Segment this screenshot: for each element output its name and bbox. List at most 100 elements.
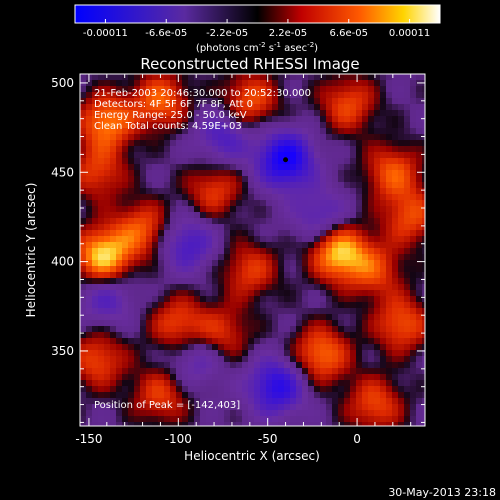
heatmap-cell [176, 260, 183, 267]
heatmap-cell [404, 350, 411, 357]
heatmap-cell [410, 362, 417, 369]
heatmap-cell [122, 116, 129, 123]
heatmap-cell [290, 182, 297, 189]
heatmap-cell [332, 410, 339, 417]
heatmap-cell [212, 128, 219, 135]
heatmap-cell [128, 392, 135, 399]
heatmap-cell [422, 332, 425, 339]
heatmap-cell [266, 116, 273, 123]
heatmap-cell [128, 152, 135, 159]
heatmap-cell [374, 350, 381, 357]
heatmap-cell [188, 92, 195, 99]
heatmap-cell [164, 356, 171, 363]
heatmap-cell [104, 254, 111, 261]
heatmap-cell [380, 188, 387, 195]
heatmap-cell [332, 326, 339, 333]
heatmap-cell [266, 260, 273, 267]
heatmap-cell [242, 212, 249, 219]
heatmap-cell [128, 278, 135, 285]
heatmap-cell [134, 272, 141, 279]
heatmap-cell [344, 362, 351, 369]
heatmap-cell [98, 362, 105, 369]
heatmap-cell [254, 92, 261, 99]
heatmap-cell [332, 182, 339, 189]
heatmap-cell [182, 224, 189, 231]
heatmap-cell [374, 182, 381, 189]
heatmap-cell [260, 344, 267, 351]
heatmap-cell [386, 170, 393, 177]
heatmap-cell [176, 392, 183, 399]
heatmap-cell [386, 338, 393, 345]
heatmap-cell [80, 302, 87, 309]
heatmap-cell [320, 152, 327, 159]
heatmap-cell [92, 338, 99, 345]
heatmap-cell [296, 302, 303, 309]
heatmap-cell [230, 110, 237, 117]
heatmap-cell [170, 134, 177, 141]
heatmap-cell [320, 386, 327, 393]
heatmap-cell [416, 296, 423, 303]
heatmap-cell [134, 206, 141, 213]
heatmap-cell [164, 128, 171, 135]
heatmap-cell [266, 410, 273, 417]
heatmap-cell [260, 200, 267, 207]
heatmap-cell [392, 128, 399, 135]
heatmap-cell [356, 278, 363, 285]
heatmap-image [80, 74, 425, 426]
heatmap-cell [308, 176, 315, 183]
heatmap-cell [218, 236, 225, 243]
heatmap-cell [218, 230, 225, 237]
heatmap-cell [350, 320, 357, 327]
heatmap-cell [290, 416, 297, 423]
heatmap-cell [128, 218, 135, 225]
heatmap-cell [278, 218, 285, 225]
heatmap-cell [338, 392, 345, 399]
heatmap-cell [410, 158, 417, 165]
heatmap-cell [212, 410, 219, 417]
heatmap-cell [314, 134, 321, 141]
heatmap-cell [410, 176, 417, 183]
heatmap-cell [164, 404, 171, 411]
heatmap-cell [230, 134, 237, 141]
heatmap-cell [290, 188, 297, 195]
heatmap-cell [152, 86, 159, 93]
heatmap-cell [212, 374, 219, 381]
heatmap-cell [224, 86, 231, 93]
heatmap-cell [206, 140, 213, 147]
heatmap-cell [116, 302, 123, 309]
heatmap-cell [344, 416, 351, 423]
heatmap-cell [242, 284, 249, 291]
heatmap-cell [422, 290, 425, 297]
heatmap-cell [278, 146, 285, 153]
heatmap-cell [380, 152, 387, 159]
heatmap-cell [338, 422, 345, 426]
heatmap-cell [146, 74, 153, 81]
heatmap-cell [164, 212, 171, 219]
heatmap-cell [176, 182, 183, 189]
heatmap-cell [344, 158, 351, 165]
heatmap-cell [140, 398, 147, 405]
heatmap-cell [422, 416, 425, 423]
heatmap-cell [200, 110, 207, 117]
heatmap-cell [398, 416, 405, 423]
heatmap-cell [392, 368, 399, 375]
heatmap-cell [98, 272, 105, 279]
heatmap-cell [338, 410, 345, 417]
heatmap-cell [146, 272, 153, 279]
heatmap-cell [368, 338, 375, 345]
heatmap-cell [212, 164, 219, 171]
heatmap-cell [182, 74, 189, 81]
heatmap-cell [212, 224, 219, 231]
heatmap-cell [332, 368, 339, 375]
heatmap-cell [146, 116, 153, 123]
heatmap-cell [266, 164, 273, 171]
heatmap-cell [332, 134, 339, 141]
heatmap-cell [326, 302, 333, 309]
heatmap-cell [122, 410, 129, 417]
heatmap-cell [332, 398, 339, 405]
heatmap-cell [170, 86, 177, 93]
heatmap-cell [320, 74, 327, 81]
heatmap-cell [398, 224, 405, 231]
heatmap-cell [212, 236, 219, 243]
heatmap-cell [224, 266, 231, 273]
